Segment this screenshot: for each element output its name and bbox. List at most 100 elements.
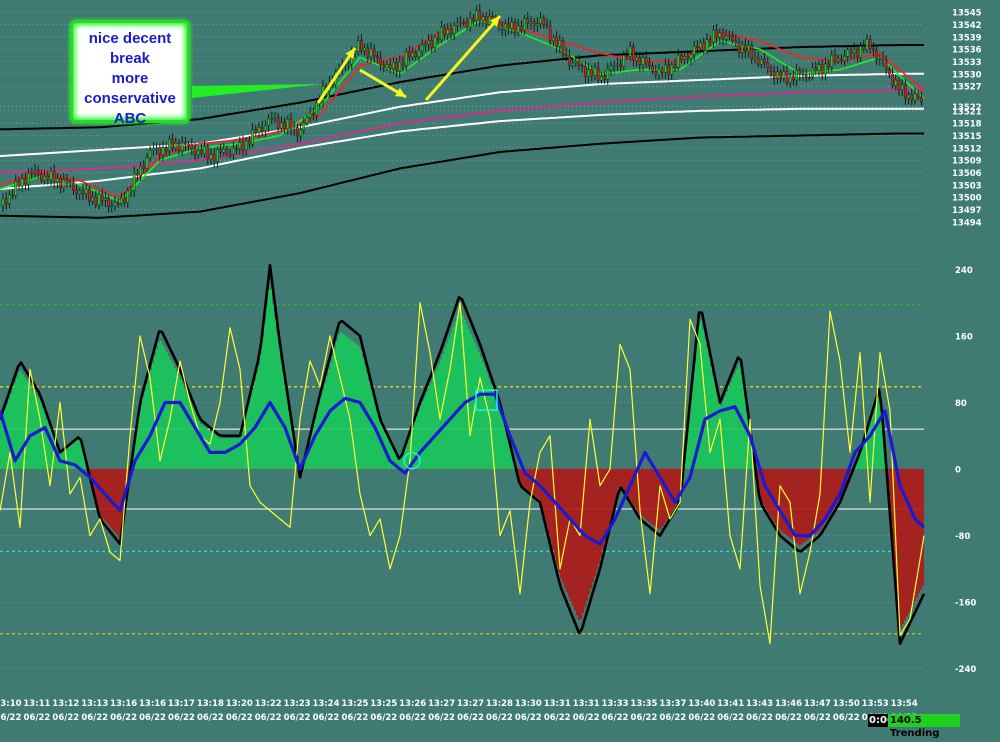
candle-body bbox=[760, 59, 763, 65]
candle-body bbox=[753, 57, 757, 60]
histogram-bar bbox=[204, 426, 206, 470]
histogram-bar bbox=[64, 449, 66, 470]
candle-body bbox=[718, 32, 722, 38]
candle-body bbox=[248, 140, 251, 145]
candle-body bbox=[59, 178, 62, 188]
histogram-bar bbox=[876, 401, 878, 470]
histogram-bar bbox=[398, 459, 400, 470]
candle-body bbox=[692, 46, 696, 55]
histogram-bar bbox=[122, 469, 124, 519]
histogram-bar bbox=[152, 363, 154, 470]
histogram-bar bbox=[74, 442, 76, 470]
histogram-bar bbox=[100, 469, 102, 517]
candle-body bbox=[385, 64, 389, 69]
candle-body bbox=[392, 62, 395, 70]
candle-body bbox=[801, 73, 805, 76]
histogram-bar bbox=[98, 469, 100, 512]
candle-body bbox=[673, 64, 677, 68]
candle-body bbox=[308, 113, 312, 118]
candle-body bbox=[513, 21, 517, 34]
histogram-bar bbox=[888, 469, 890, 500]
candle-body bbox=[664, 64, 667, 73]
histogram-bar bbox=[880, 404, 882, 470]
histogram-bar bbox=[460, 310, 462, 470]
price-tick-label: 13497 bbox=[952, 206, 982, 216]
histogram-bar bbox=[724, 396, 726, 470]
histogram-bar bbox=[776, 469, 778, 526]
histogram-bar bbox=[568, 469, 570, 597]
histogram-bar bbox=[120, 469, 122, 532]
candle-body bbox=[347, 63, 350, 66]
candle-body bbox=[715, 29, 718, 38]
candle-body bbox=[920, 97, 923, 103]
histogram-bar bbox=[158, 342, 160, 470]
candle-body bbox=[555, 37, 558, 47]
histogram-bar bbox=[54, 440, 56, 470]
histogram-bar bbox=[530, 469, 532, 493]
candle-body bbox=[856, 49, 859, 58]
candle-body bbox=[900, 84, 904, 90]
histogram-bar bbox=[326, 376, 328, 470]
histogram-bar bbox=[622, 469, 624, 489]
histogram-bar bbox=[650, 469, 652, 524]
histogram-bar bbox=[918, 469, 920, 594]
candle-body bbox=[251, 129, 254, 145]
histogram-bar bbox=[148, 376, 150, 470]
histogram-bar bbox=[168, 356, 170, 470]
oscillator-panel bbox=[0, 264, 926, 669]
candle-body bbox=[667, 64, 670, 75]
price-tick-label: 13500 bbox=[952, 194, 982, 204]
oscillator-line bbox=[0, 264, 926, 645]
histogram-bar bbox=[742, 382, 744, 470]
histogram-bar bbox=[644, 469, 646, 519]
candle-body bbox=[766, 62, 770, 68]
histogram-bar bbox=[586, 469, 588, 601]
histogram-bar bbox=[828, 469, 830, 517]
histogram-bar bbox=[840, 469, 842, 498]
candle-body bbox=[552, 37, 555, 42]
x-tick-label: 13:50 bbox=[833, 699, 860, 709]
candle-body bbox=[184, 142, 187, 145]
histogram-bar bbox=[672, 469, 674, 511]
histogram-bar bbox=[438, 364, 440, 470]
candle-body bbox=[632, 46, 635, 61]
x-date-label: 06/22 bbox=[341, 713, 368, 723]
histogram-bar bbox=[718, 403, 720, 470]
candle-body bbox=[712, 29, 715, 43]
candle-body bbox=[97, 194, 101, 206]
candle-body bbox=[161, 147, 165, 155]
candle-body bbox=[481, 16, 485, 21]
x-tick-label: 13:17 bbox=[168, 699, 195, 709]
histogram-bar bbox=[772, 469, 774, 520]
candle-body bbox=[443, 26, 446, 35]
histogram-bar bbox=[412, 426, 414, 470]
histogram-bar bbox=[354, 342, 356, 470]
candle-body bbox=[734, 40, 738, 43]
histogram-bar bbox=[304, 457, 306, 470]
oscillator-tick-label: -240 bbox=[955, 665, 976, 675]
histogram-bar bbox=[646, 469, 648, 521]
histogram-bar bbox=[562, 469, 564, 584]
candle-body bbox=[107, 197, 110, 207]
histogram-bar bbox=[200, 423, 202, 470]
histogram-bar bbox=[856, 460, 858, 470]
candle-body bbox=[699, 42, 702, 48]
candle-body bbox=[529, 21, 533, 24]
histogram-bar bbox=[694, 361, 696, 470]
candle-body bbox=[155, 147, 158, 150]
histogram-bar bbox=[804, 469, 806, 542]
candle-body bbox=[404, 51, 408, 66]
histogram-bar bbox=[822, 469, 824, 526]
histogram-bar bbox=[116, 469, 118, 535]
histogram-bar bbox=[784, 469, 786, 535]
candle-body bbox=[843, 56, 846, 61]
histogram-bar bbox=[676, 469, 678, 505]
histogram-bar bbox=[316, 411, 318, 470]
candle-body bbox=[292, 127, 296, 130]
candle-body bbox=[894, 79, 898, 86]
histogram-bar bbox=[814, 469, 816, 535]
candle-body bbox=[84, 188, 88, 194]
x-tick-label: 13:28 bbox=[486, 699, 513, 709]
histogram-bar bbox=[916, 469, 918, 598]
x-tick-label: 13:18 bbox=[197, 699, 224, 709]
